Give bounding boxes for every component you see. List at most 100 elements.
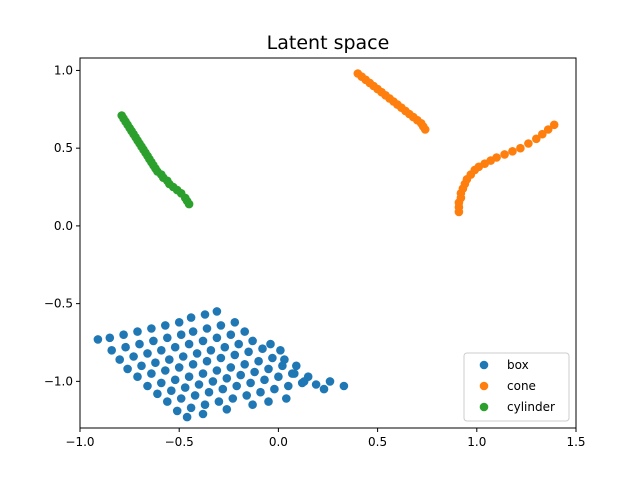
box-point (176, 330, 186, 340)
box-point (264, 397, 273, 406)
y-axis: −1.0 −0.5 0.0 0.5 1.0 (44, 63, 80, 388)
box-point (311, 380, 321, 389)
box-point (284, 381, 293, 391)
box-point (119, 330, 128, 340)
box-point (278, 361, 287, 371)
box-point (276, 346, 285, 355)
cylinder-point (184, 199, 194, 209)
box-point (206, 346, 216, 355)
series-cone (353, 69, 559, 217)
box-point (163, 333, 172, 343)
box-point (232, 381, 241, 391)
box-point (200, 310, 210, 319)
box-point (268, 353, 277, 363)
box-point (153, 389, 162, 399)
box-point (170, 375, 180, 385)
data-points (93, 69, 559, 422)
box-point (149, 336, 158, 346)
x-axis: −1.0 −0.5 0.0 0.5 1.0 1.5 (65, 428, 586, 449)
box-point (157, 346, 166, 355)
box-point (161, 366, 170, 375)
legend-box (463, 352, 570, 422)
legend-item-cone: cone (479, 379, 536, 393)
box-point (129, 352, 138, 361)
box-point (246, 378, 255, 388)
legend-label: cylinder (507, 400, 555, 414)
box-point (240, 327, 249, 336)
box-point (226, 330, 236, 340)
box-point (163, 397, 172, 406)
box-point (147, 324, 156, 333)
box-point (212, 333, 222, 343)
box-point (204, 387, 214, 397)
box-point (258, 344, 267, 354)
box-point (194, 380, 204, 389)
legend-label: box (507, 358, 529, 372)
chart-title: Latent space (267, 32, 390, 54)
box-point (137, 361, 146, 371)
box-point (151, 358, 160, 368)
series-box (93, 307, 349, 422)
box-point (107, 346, 116, 355)
x-tick-label: 0.0 (269, 435, 288, 449)
box-point (274, 372, 283, 382)
box-point (212, 366, 222, 375)
box-point (208, 377, 218, 386)
box-point (123, 364, 132, 374)
cone-point (538, 129, 547, 139)
box-point (292, 361, 301, 371)
box-point (121, 342, 130, 352)
box-point (202, 356, 212, 366)
x-tick-label: −0.5 (165, 435, 194, 449)
box-point (180, 383, 190, 392)
box-point (188, 327, 198, 336)
x-tick-label: −1.0 (65, 435, 94, 449)
box-point (339, 381, 349, 391)
legend-marker (479, 402, 489, 412)
box-point (266, 339, 275, 349)
x-tick-label: 1.5 (566, 435, 585, 449)
box-point (230, 318, 240, 327)
x-tick-label: 1.0 (467, 435, 486, 449)
box-point (220, 342, 230, 352)
box-point (234, 339, 243, 349)
box-point (214, 397, 224, 406)
box-point (105, 333, 115, 343)
box-point (184, 372, 194, 382)
legend-item-box: box (479, 358, 529, 372)
y-tick-label: −1.0 (44, 374, 73, 388)
series-cylinder (117, 111, 194, 209)
box-point (325, 377, 335, 386)
box-point (250, 367, 259, 377)
box-point (161, 321, 170, 330)
box-point (143, 381, 152, 391)
box-point (198, 336, 208, 346)
box-point (248, 336, 257, 346)
box-point (240, 360, 249, 369)
plot-frame (79, 57, 577, 429)
x-tick-label: 0.5 (368, 435, 387, 449)
box-point (222, 405, 232, 414)
box-point (182, 412, 192, 422)
box-point (135, 339, 144, 349)
legend-marker (479, 360, 489, 370)
box-point (165, 355, 174, 364)
cone-point (500, 150, 509, 159)
box-point (198, 369, 208, 378)
box-point (226, 363, 236, 372)
cone-point (524, 139, 533, 148)
box-point (242, 391, 251, 400)
box-point (260, 375, 269, 385)
cone-point (543, 125, 553, 134)
cone-point (508, 147, 517, 156)
box-point (216, 353, 226, 363)
box-point (186, 403, 196, 413)
box-point (202, 324, 212, 333)
cone-point (532, 134, 541, 144)
box-point (282, 394, 291, 403)
box-point (186, 313, 196, 322)
box-point (115, 355, 124, 364)
box-point (244, 347, 253, 357)
box-point (297, 378, 307, 388)
